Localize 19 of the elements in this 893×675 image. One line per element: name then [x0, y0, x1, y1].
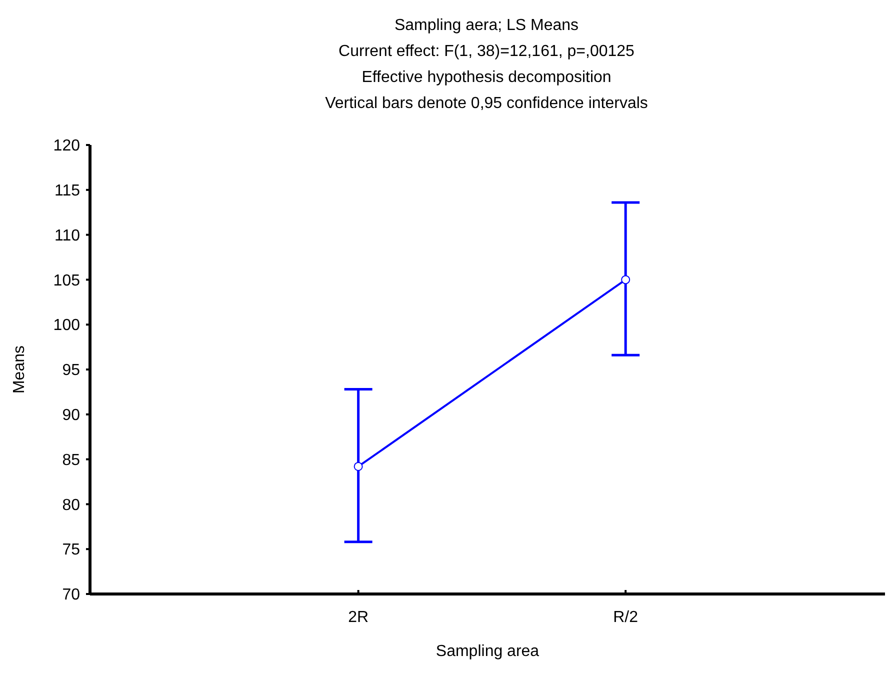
x-tick-label: 2R — [348, 609, 369, 626]
y-tick-label: 70 — [62, 586, 80, 604]
chart-title: Sampling aera; LS Means — [394, 17, 579, 34]
y-axis-title: Means — [11, 345, 28, 394]
y-tick-label: 120 — [53, 138, 80, 155]
y-tick-label: 95 — [62, 362, 80, 380]
text: Vertical bars denote 0,95 confidence intervals — [325, 95, 648, 112]
y-tick-label: 75 — [62, 542, 80, 559]
y-tick-label: 110 — [54, 227, 80, 244]
y-tick-label: 80 — [62, 496, 80, 514]
y-tick-label: 105 — [53, 272, 80, 290]
text: Effective hypothesis decomposition — [362, 69, 612, 86]
y-tick-label: 100 — [53, 317, 80, 334]
x-axis-title: Sampling area — [436, 643, 540, 660]
x-tick-label: R/2 — [613, 609, 638, 626]
chart-subtitle: Current effect: F(1, 38)=12,161, p=,00125 — [338, 43, 635, 60]
y-tick-label: 90 — [62, 407, 80, 424]
y-tick-label: 115 — [54, 182, 80, 200]
y-tick-label: 85 — [62, 452, 80, 469]
